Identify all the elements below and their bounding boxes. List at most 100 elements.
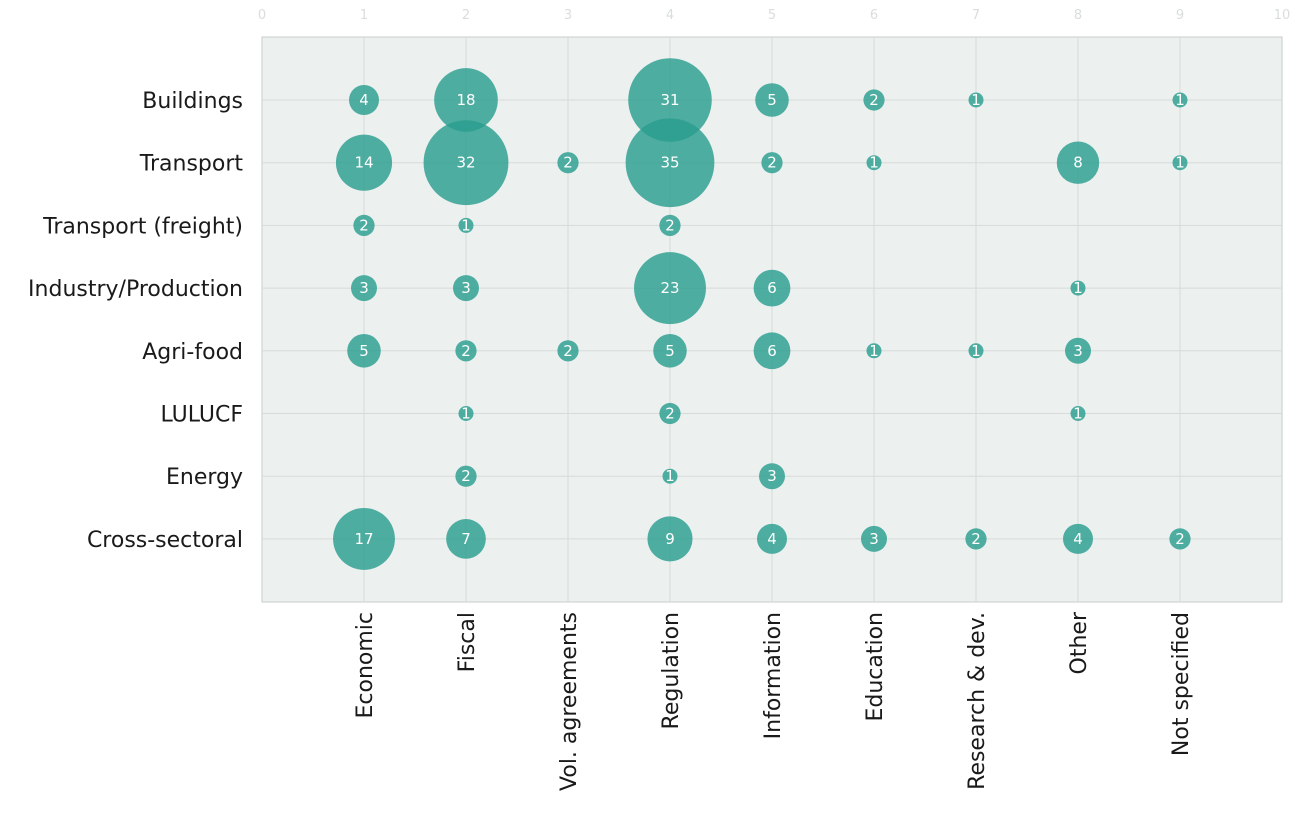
column-category-label: Information <box>761 612 786 739</box>
bubble <box>634 252 706 325</box>
bubble <box>755 83 789 117</box>
top-axis-tick-label: 5 <box>768 8 776 23</box>
bubble <box>625 118 715 208</box>
bubble <box>761 152 783 174</box>
bubble-value-label: 5 <box>359 342 369 360</box>
bubble-value-label: 1 <box>1073 279 1083 297</box>
bubble-value-label: 2 <box>461 467 471 485</box>
bubble <box>335 134 393 191</box>
top-axis-tick-label: 7 <box>972 8 980 23</box>
bubble-value-label: 1 <box>869 342 879 360</box>
bubble-value-label: 8 <box>1073 154 1083 172</box>
bubble <box>659 214 681 237</box>
bubble <box>662 468 678 484</box>
top-axis-tick-label: 6 <box>870 8 878 23</box>
bubble-value-label: 18 <box>456 91 475 109</box>
top-axis-tick-label: 1 <box>360 8 368 23</box>
bubble-value-label: 2 <box>1175 530 1185 548</box>
bubble <box>353 214 375 237</box>
column-category-label: Other <box>1067 611 1092 674</box>
bubble-value-label: 3 <box>359 279 369 297</box>
bubble-value-label: 2 <box>563 342 573 360</box>
bubble-value-label: 2 <box>665 405 675 423</box>
top-axis-tick-label: 0 <box>258 8 266 23</box>
bubble <box>434 68 498 132</box>
bubble <box>349 85 379 115</box>
bubble-value-label: 2 <box>665 216 675 234</box>
bubble <box>759 463 785 490</box>
bubble-value-label: 1 <box>1175 91 1185 109</box>
bubble <box>753 332 791 370</box>
bubble <box>659 402 681 425</box>
bubble-value-label: 1 <box>971 342 981 360</box>
column-category-label: Not specified <box>1169 612 1194 756</box>
bubble <box>968 343 984 359</box>
bubble-value-label: 3 <box>869 530 879 548</box>
bubbles <box>333 58 1191 570</box>
bubble-value-label: 1 <box>461 216 471 234</box>
row-category-label: Agri-food <box>142 340 243 365</box>
column-category-label: Vol. agreements <box>557 612 582 791</box>
row-category-label: Buildings <box>142 89 243 114</box>
row-category-label: LULUCF <box>160 403 243 428</box>
bubble <box>653 334 687 368</box>
bubble-value-label: 2 <box>461 342 471 360</box>
bubble-value-label: 4 <box>767 530 777 548</box>
bubble-value-label: 1 <box>665 467 675 485</box>
bubble <box>861 525 887 552</box>
bubble-value-label: 2 <box>869 91 879 109</box>
bubble <box>1056 141 1100 184</box>
bubble <box>1065 337 1091 364</box>
column-category-label: Regulation <box>659 612 684 729</box>
bubble <box>333 507 395 570</box>
bubble-value-label: 6 <box>767 342 777 360</box>
bubble-value-label: 1 <box>1175 154 1185 172</box>
bubble <box>1070 280 1086 296</box>
bubble-value-label: 3 <box>1073 342 1083 360</box>
bubble <box>1172 92 1188 108</box>
bubble-value-label: 35 <box>660 154 679 172</box>
top-axis: 0 1 2 3 4 5 6 7 8 9 10 <box>258 8 1290 23</box>
top-axis-tick-label: 2 <box>462 8 470 23</box>
bubble <box>453 275 479 302</box>
bubble <box>455 340 477 362</box>
bubble-value-label: 5 <box>665 342 675 360</box>
bubble <box>351 275 377 302</box>
bubble <box>458 217 474 233</box>
bubble <box>347 334 381 368</box>
top-axis-tick-label: 4 <box>666 8 674 23</box>
bubble <box>557 340 579 362</box>
column-category-label: Education <box>863 612 888 722</box>
bubble <box>458 406 474 421</box>
bubble <box>1063 523 1093 554</box>
bubble-value-label: 2 <box>767 154 777 172</box>
bubble <box>1169 528 1191 550</box>
bubble <box>866 343 882 359</box>
bubble <box>628 58 712 142</box>
row-category-label: Cross-sectoral <box>87 528 243 553</box>
bubble-value-label: 4 <box>1073 530 1083 548</box>
bubble-value-label: 3 <box>461 279 471 297</box>
top-axis-tick-label: 10 <box>1274 8 1291 23</box>
bubble <box>968 92 984 108</box>
bubble <box>965 528 987 550</box>
bubble <box>557 152 579 174</box>
row-category-label: Transport <box>139 152 244 177</box>
bubble <box>647 516 693 562</box>
row-category-label: Industry/Production <box>28 277 243 302</box>
bubble <box>757 523 787 554</box>
bubble-value-label: 3 <box>767 467 777 485</box>
column-labels: Economic Fiscal Vol. agreements Regulation I… <box>353 611 1194 791</box>
bubble-value-label: 7 <box>461 530 471 548</box>
column-category-label: Fiscal <box>455 612 480 672</box>
row-category-label: Energy <box>166 465 243 490</box>
bubble-value-label: 6 <box>767 279 777 297</box>
bubble-value-label: 14 <box>354 154 373 172</box>
bubble <box>1172 155 1188 171</box>
bubble <box>455 465 477 487</box>
column-category-label: Economic <box>353 612 378 719</box>
bubble <box>753 269 791 307</box>
bubble-value-label: 1 <box>1073 405 1083 423</box>
